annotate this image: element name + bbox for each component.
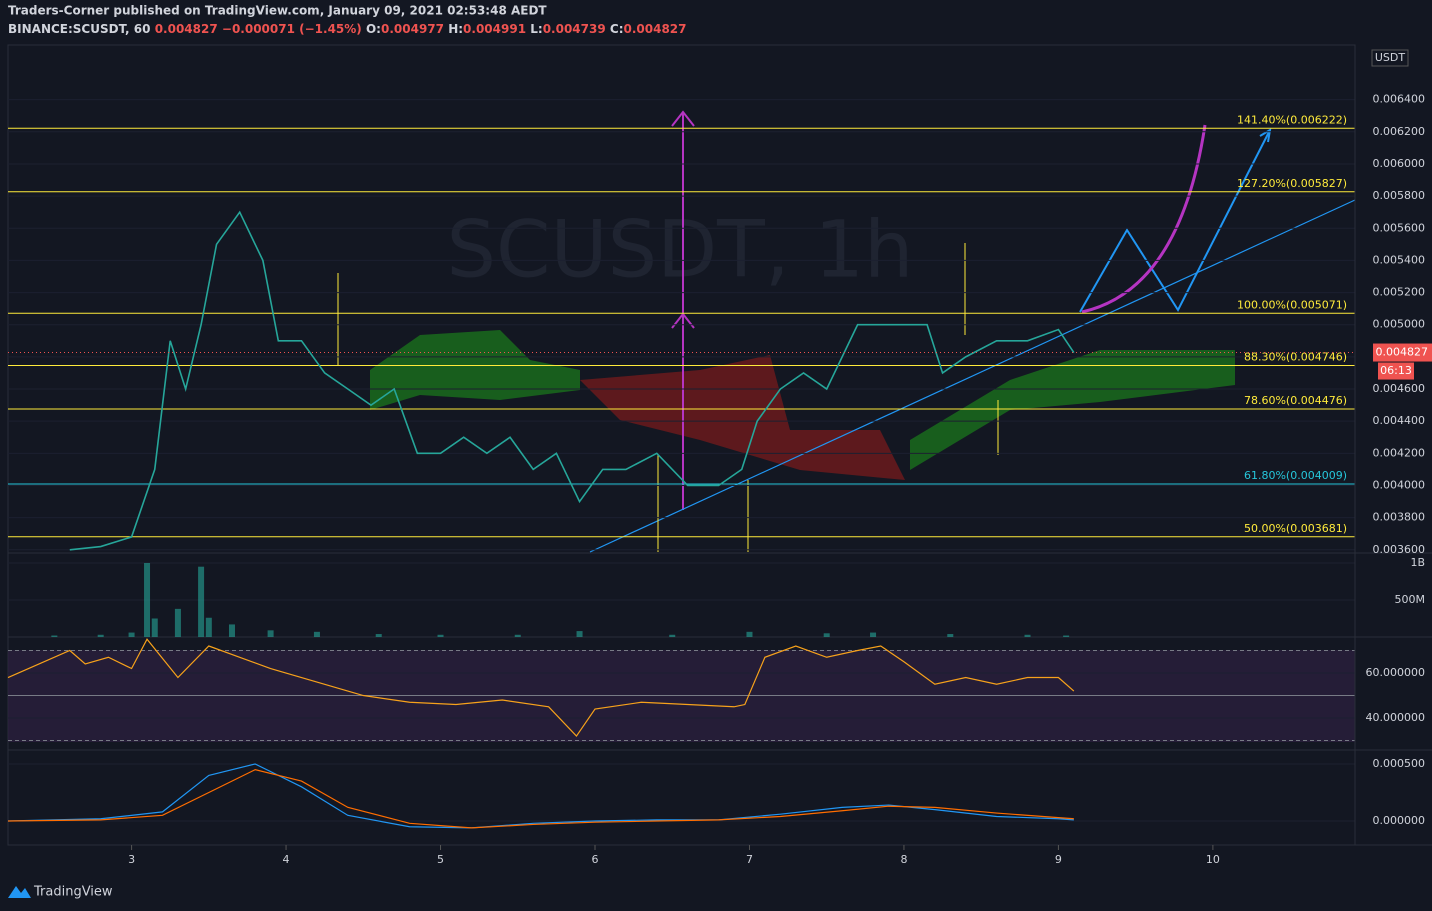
last: 0.004827 — [155, 22, 218, 36]
volume-bar — [128, 632, 135, 637]
x-tick-label: 9 — [1055, 853, 1062, 866]
volume-bar — [823, 633, 830, 637]
y-tick-label: 0.005000 — [1373, 318, 1426, 331]
volume-bar — [1024, 634, 1031, 637]
macd-line — [7, 769, 1074, 829]
y-tick-label: 1B — [1410, 556, 1425, 569]
y-tick-label: 0.000500 — [1373, 757, 1426, 770]
y-tick-label: 0.000000 — [1373, 814, 1426, 827]
ohlc-value: 0.004977 — [381, 22, 444, 36]
y-tick-label: 0.006200 — [1373, 125, 1426, 138]
y-tick-label: 0.005800 — [1373, 189, 1426, 202]
volume-bar — [198, 566, 205, 637]
fib-label: 100.00%(0.005071) — [1237, 298, 1347, 311]
last-price-label: 0.004827 — [1376, 346, 1429, 359]
volume-bar — [144, 562, 151, 637]
y-tick-label: 40.000000 — [1366, 711, 1426, 724]
volume-bar — [576, 631, 583, 637]
volume-bar — [437, 634, 444, 637]
fib-label: 141.40%(0.006222) — [1237, 113, 1347, 126]
currency-box — [1371, 49, 1409, 67]
fib-label: 78.60%(0.004476) — [1244, 394, 1347, 407]
y-tick-label: 0.004400 — [1373, 414, 1426, 427]
x-tick-label: 5 — [437, 853, 444, 866]
currency: USDT — [1375, 51, 1406, 64]
x-tick-label: 10 — [1206, 853, 1220, 866]
volume-bar — [870, 632, 877, 637]
x-tick-label: 4 — [283, 853, 290, 866]
y-tick-label: 500M — [1395, 593, 1426, 606]
volume-bar — [746, 631, 753, 637]
macd-line — [7, 763, 1074, 829]
cloud-green — [370, 330, 580, 410]
ohlc-value: 0.004739 — [543, 22, 606, 36]
fib-label: 88.30%(0.004746) — [1244, 351, 1347, 364]
ohlc-key: O: — [366, 22, 381, 36]
watermark: SCUSDT, 1h — [447, 205, 914, 295]
ohlc-key: C: — [610, 22, 624, 36]
symbol: BINANCE:SCUSDT, 60 — [8, 22, 151, 36]
volume-bar — [947, 634, 954, 637]
price-line — [69, 210, 1075, 551]
publisher: Traders-Corner published on TradingView.… — [8, 4, 547, 18]
ohlc-key: H: — [448, 22, 463, 36]
volume-bar — [228, 624, 235, 637]
cloud-green — [910, 350, 1235, 470]
fib-label: 127.20%(0.005827) — [1237, 177, 1347, 190]
y-tick-label: 0.004600 — [1373, 382, 1426, 395]
last-price-badge — [1373, 343, 1432, 362]
volume-bar — [267, 630, 274, 637]
x-tick-label: 6 — [591, 853, 598, 866]
trend-line — [589, 199, 1356, 553]
x-tick-label: 3 — [128, 853, 135, 866]
y-tick-label: 60.000000 — [1366, 666, 1426, 679]
footer-brand: TradingView — [33, 885, 113, 900]
y-tick-label: 0.006400 — [1373, 93, 1426, 106]
volume-bar — [1063, 635, 1070, 637]
ohlc-value: 0.004991 — [463, 22, 526, 36]
ohlc-value: 0.004827 — [624, 22, 687, 36]
y-tick-label: 0.005200 — [1373, 286, 1426, 299]
countdown-badge — [1378, 362, 1414, 380]
y-tick-label: 0.003800 — [1373, 511, 1426, 524]
volume-bar — [669, 634, 676, 637]
y-tick-label: 0.005600 — [1373, 221, 1426, 234]
fib-label: 61.80%(0.004009) — [1244, 469, 1347, 482]
arrow-head — [671, 312, 695, 329]
volume-bar — [514, 634, 521, 637]
countdown: 06:13 — [1380, 364, 1412, 377]
volume-bar — [174, 608, 181, 637]
volume-bar — [313, 631, 320, 637]
y-tick-label: 0.003600 — [1373, 543, 1426, 556]
logo — [8, 886, 31, 898]
y-tick-label: 0.005400 — [1373, 253, 1426, 266]
change: −0.000071 (−1.45%) — [222, 22, 362, 36]
ohlc-key: L: — [530, 22, 542, 36]
fib-label: 50.00%(0.003681) — [1244, 522, 1347, 535]
volume-bar — [205, 617, 212, 637]
y-tick-label: 0.004200 — [1373, 446, 1426, 459]
volume-bar — [151, 618, 158, 637]
y-tick-label: 0.004000 — [1373, 478, 1426, 491]
y-tick-label: 0.006000 — [1373, 157, 1426, 170]
volume-bar — [51, 635, 58, 637]
cloud-red — [580, 355, 905, 480]
volume-bar — [97, 634, 104, 637]
projection — [1079, 129, 1271, 313]
x-tick-label: 7 — [746, 853, 753, 866]
rsi-line — [7, 638, 1075, 737]
arrow-head — [671, 110, 695, 127]
legend: BINANCE:SCUSDT, 60 0.004827 −0.000071 (−… — [8, 22, 687, 36]
x-tick-label: 8 — [900, 853, 907, 866]
arrow-head — [1259, 128, 1272, 143]
volume-bar — [375, 634, 382, 637]
